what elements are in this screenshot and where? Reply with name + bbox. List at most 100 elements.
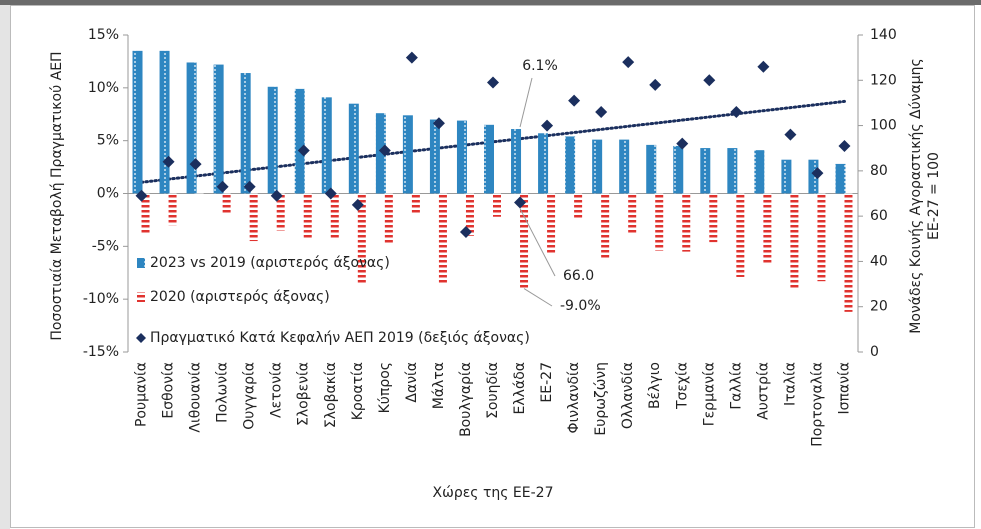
diamond-marker (703, 74, 716, 87)
hatched-bar (168, 193, 177, 226)
x-tick-label: Λιθουανία (188, 362, 204, 433)
diamond-marker (135, 189, 148, 202)
bar (538, 133, 549, 194)
hatched-bar (465, 193, 474, 236)
x-tick-label: Αυστρία (755, 362, 771, 420)
legend-swatch (137, 292, 145, 302)
legend-swatch (137, 258, 145, 268)
hatched-bar (709, 193, 718, 243)
hatched-bar (276, 193, 285, 231)
legend-label: 2023 vs 2019 (αριστερός άξονας) (150, 255, 390, 271)
hatched-bar (330, 193, 339, 239)
diamond-marker (595, 105, 608, 118)
y-tick-label: 10% (88, 80, 119, 96)
bar (565, 136, 576, 194)
y-axis-title: Ποσοστιαία Μεταβολή Πραγματικού ΑΕΠ (49, 51, 65, 340)
x-tick-label: Εσθονία (161, 362, 177, 419)
data-label: -9.0% (560, 298, 601, 314)
hatched-bar (141, 193, 150, 235)
x-tick-label: Σλοβακία (323, 362, 339, 428)
diamond-marker (162, 155, 175, 168)
bar (646, 144, 657, 194)
x-tick-label: Φινλανδία (566, 362, 582, 433)
y-tick-label: 15% (88, 27, 119, 43)
frame (10, 5, 975, 528)
diamond-marker (405, 51, 418, 64)
data-label: 66.0 (563, 268, 594, 284)
hatched-bar (844, 193, 853, 312)
diamond-marker (514, 196, 527, 209)
bar (754, 150, 765, 194)
hatched-bar (438, 193, 447, 284)
bar (592, 139, 603, 194)
diamond-marker (324, 187, 337, 200)
leader-line (519, 208, 556, 277)
leader-line (523, 288, 553, 307)
hatched-bar (601, 193, 610, 258)
x-tick-label: Ουγγαρία (242, 362, 258, 430)
y2-tick-label: 100 (870, 118, 897, 134)
x-tick-label: Βουλγαρία (458, 362, 474, 437)
x-tick-label: Τσεχία (674, 362, 690, 410)
y-tick-label: 5% (97, 133, 119, 149)
hatched-bar (195, 193, 204, 195)
bar (429, 119, 440, 194)
bar (727, 148, 738, 194)
x-tick-label: Πορτογαλία (809, 362, 825, 447)
y-tick-label: -5% (92, 238, 119, 254)
leader-line (519, 77, 533, 128)
x-tick-label: Βέλγιο (647, 362, 663, 409)
x-tick-label: Γερμανία (701, 362, 717, 426)
x-tick-label: Μάλτα (431, 362, 447, 409)
hatched-bar (574, 193, 583, 219)
hatched-bar (547, 193, 556, 253)
bar (186, 62, 197, 194)
y2-tick-label: 40 (870, 253, 888, 269)
hatched-bar (682, 193, 691, 252)
x-tick-label: Ολλανδία (620, 362, 636, 429)
hatched-bar (520, 193, 529, 289)
diamond-marker (243, 180, 256, 193)
bar (240, 73, 251, 194)
left-strip (0, 5, 10, 529)
y-tick-label: -15% (83, 344, 119, 360)
bar (808, 159, 819, 194)
diamond-marker (541, 119, 554, 132)
x-tick-label: Λετονία (269, 362, 285, 418)
data-label: 6.1% (522, 58, 558, 74)
bar (267, 86, 278, 194)
bar (348, 103, 359, 194)
bar (132, 50, 143, 194)
diamond-marker (270, 189, 283, 202)
hatched-bar (303, 193, 312, 238)
diamond-marker (676, 137, 689, 150)
y2-tick-label: 20 (870, 299, 888, 315)
x-tick-label: Σουηδία (485, 362, 501, 419)
diamond-marker (459, 225, 472, 238)
bar (781, 159, 792, 194)
legend-swatch (136, 333, 146, 343)
bar (456, 120, 467, 194)
diamond-marker (649, 78, 662, 91)
diamond-marker (838, 139, 851, 152)
diamond-marker (784, 128, 797, 141)
hatched-bar (628, 193, 637, 235)
hatched-bar (790, 193, 799, 289)
x-tick-label: Ρουμανία (134, 362, 150, 427)
y2-axis-title: Μονάδες Κοινής Αγοραστικής Δύναμης ΕΕ-27 … (908, 58, 942, 333)
diamond-marker (351, 198, 364, 211)
hatched-bar (357, 193, 366, 284)
y2-tick-label: 60 (870, 208, 888, 224)
diamond-marker (189, 158, 202, 171)
x-tick-label: Πολωνία (215, 362, 231, 423)
bar (673, 145, 684, 194)
y2-tick-label: 80 (870, 163, 888, 179)
bar (402, 115, 413, 194)
bar (835, 163, 846, 194)
bar (213, 64, 224, 194)
legend-label: 2020 (αριστερός άξονας) (150, 289, 330, 305)
hatched-bar (763, 193, 772, 264)
bar (484, 124, 494, 194)
bar (619, 139, 630, 194)
